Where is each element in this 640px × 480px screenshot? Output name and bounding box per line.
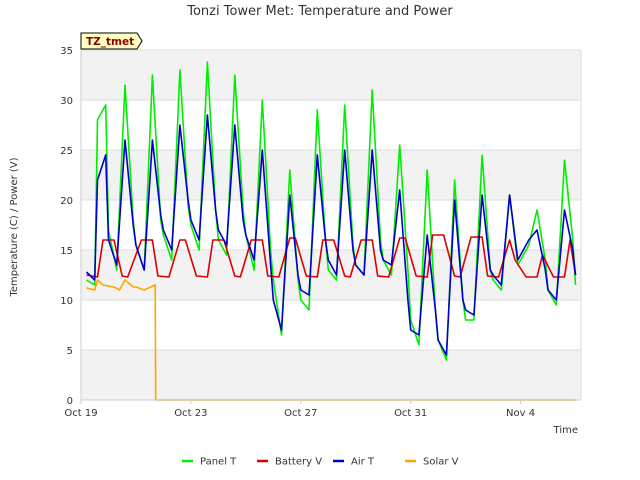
grid-band <box>81 50 581 100</box>
x-tick-label: Nov 4 <box>506 408 535 419</box>
site-tag-label: TZ_tmet <box>86 36 134 48</box>
x-tick-label: Oct 31 <box>394 408 427 419</box>
legend-item-battery-v: Battery V <box>257 457 322 468</box>
legend-item-panel-t: Panel T <box>182 457 237 468</box>
y-tick-label: 10 <box>60 296 73 307</box>
series-layer <box>85 61 577 401</box>
legend-label: Air T <box>351 457 375 468</box>
axes-layer: 0 5 10 15 20 25 30 35 Oct 19 Oct 23 Oct 27 Oct 31 No… <box>60 46 581 419</box>
x-tick-label: Oct 19 <box>64 408 97 419</box>
grid-layer <box>81 49 582 401</box>
series-line-air-t <box>85 114 577 356</box>
x-axis-title: Time <box>553 425 578 436</box>
site-tag-box <box>80 32 143 50</box>
series-line-panel-t <box>86 61 577 361</box>
y-tick-label: 35 <box>60 46 73 57</box>
grid-band <box>81 350 581 400</box>
series-line-battery-v <box>86 234 577 278</box>
y-axis-title: Temperature (C) / Power (V) <box>9 157 20 297</box>
grid-band <box>81 250 581 300</box>
legend-label: Battery V <box>275 457 322 468</box>
plot-area <box>81 50 581 400</box>
legend-item-air-t: Air T <box>333 457 375 468</box>
y-tick-label: 15 <box>60 246 73 257</box>
grid-band <box>81 150 581 200</box>
legend-label: Panel T <box>200 457 237 468</box>
y-tick-label: 0 <box>67 396 73 407</box>
x-tick-label: Oct 23 <box>174 408 207 419</box>
x-tick-label: Oct 27 <box>284 408 317 419</box>
legend: Panel T Battery V Air T Solar V <box>182 457 459 468</box>
y-tick-label: 25 <box>60 146 73 157</box>
y-tick-label: 5 <box>67 346 73 357</box>
legend-label: Solar V <box>423 457 459 468</box>
y-tick-label: 30 <box>60 96 73 107</box>
legend-item-solar-v: Solar V <box>405 457 459 468</box>
chart-title: Tonzi Tower Met: Temperature and Power <box>186 4 453 19</box>
site-tag: TZ_tmet <box>80 32 143 50</box>
y-tick-label: 20 <box>60 196 73 207</box>
